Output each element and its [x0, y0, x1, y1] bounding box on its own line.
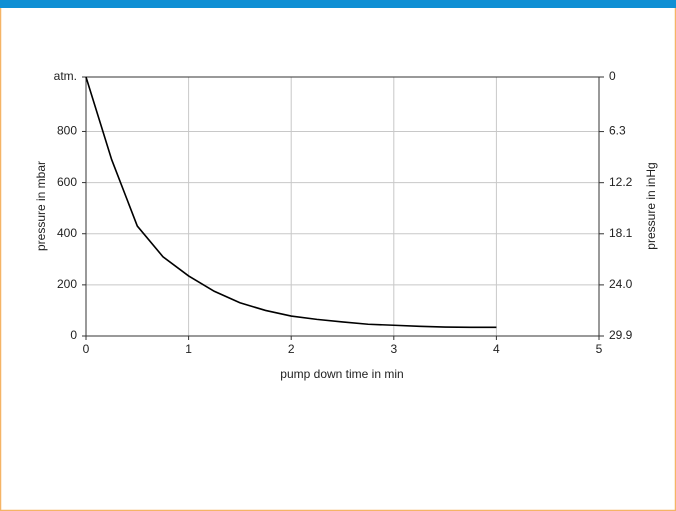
- y2-tick-label: 12.2: [609, 175, 633, 189]
- y-tick-label: atm.: [54, 69, 77, 83]
- y-tick-label: 400: [57, 226, 77, 240]
- x-axis-label: pump down time in min: [280, 367, 403, 381]
- y2-axis-label: pressure in inHg: [644, 162, 658, 249]
- x-tick-label: 1: [185, 342, 192, 356]
- y-tick-label: 600: [57, 175, 77, 189]
- y2-tick-label: 24.0: [609, 277, 633, 291]
- y-tick-label: 200: [57, 277, 77, 291]
- y-tick-label: 800: [57, 124, 77, 138]
- y-tick-label: 0: [70, 328, 77, 342]
- y-axis-label: pressure in mbar: [34, 161, 48, 251]
- y2-tick-label: 18.1: [609, 226, 633, 240]
- line-series: [85, 76, 497, 329]
- top-bar: [0, 0, 676, 8]
- y2-tick-label: 0: [609, 69, 616, 83]
- x-tick-label: 3: [390, 342, 397, 356]
- x-tick-label: 0: [83, 342, 90, 356]
- plot-border: [85, 76, 600, 337]
- x-tick-label: 2: [288, 342, 295, 356]
- x-tick-label: 4: [493, 342, 500, 356]
- y2-tick-label: 6.3: [609, 124, 626, 138]
- x-tick-label: 5: [596, 342, 603, 356]
- y2-tick-label: 29.9: [609, 328, 633, 342]
